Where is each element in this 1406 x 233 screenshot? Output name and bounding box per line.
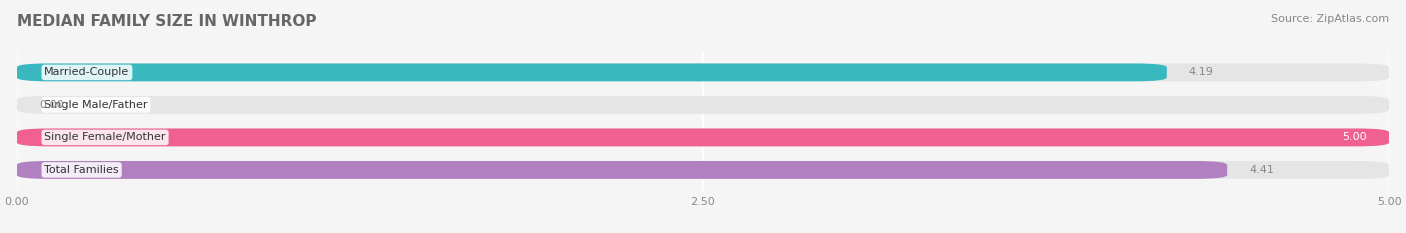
FancyBboxPatch shape: [17, 128, 1389, 146]
Text: Single Female/Mother: Single Female/Mother: [45, 132, 166, 142]
Text: Source: ZipAtlas.com: Source: ZipAtlas.com: [1271, 14, 1389, 24]
Text: 5.00: 5.00: [1343, 132, 1367, 142]
Text: 4.41: 4.41: [1249, 165, 1274, 175]
Text: MEDIAN FAMILY SIZE IN WINTHROP: MEDIAN FAMILY SIZE IN WINTHROP: [17, 14, 316, 29]
FancyBboxPatch shape: [17, 161, 1389, 179]
Text: 4.19: 4.19: [1189, 67, 1213, 77]
Text: Single Male/Father: Single Male/Father: [45, 100, 148, 110]
FancyBboxPatch shape: [17, 63, 1167, 81]
Text: Total Families: Total Families: [45, 165, 120, 175]
FancyBboxPatch shape: [17, 161, 1227, 179]
FancyBboxPatch shape: [17, 128, 1389, 146]
FancyBboxPatch shape: [17, 63, 1389, 81]
Text: Married-Couple: Married-Couple: [45, 67, 129, 77]
FancyBboxPatch shape: [17, 96, 1389, 114]
Text: 0.00: 0.00: [39, 100, 63, 110]
